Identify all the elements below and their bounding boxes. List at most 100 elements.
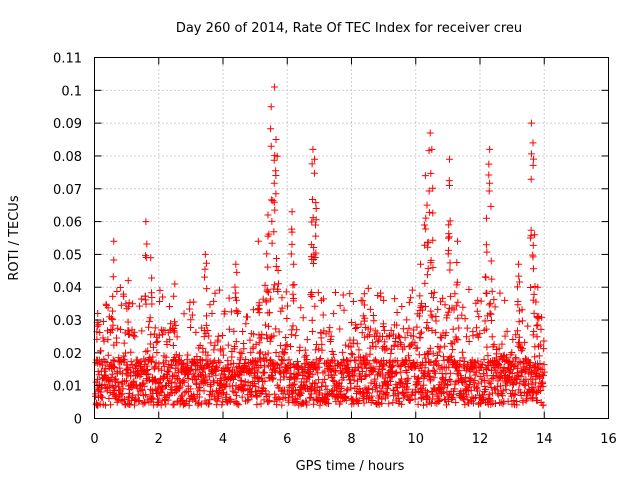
data-point <box>272 190 280 198</box>
data-point <box>423 271 431 279</box>
plus-marker <box>146 314 154 322</box>
data-point <box>241 378 249 386</box>
data-point <box>487 317 495 325</box>
plus-marker <box>134 391 142 399</box>
data-point <box>416 292 424 300</box>
plus-marker <box>540 361 548 369</box>
plus-marker <box>267 295 275 303</box>
plus-marker <box>312 232 320 240</box>
plus-marker <box>128 361 136 369</box>
plus-marker <box>223 390 231 398</box>
plus-marker <box>167 389 175 397</box>
data-point <box>533 333 541 341</box>
data-point <box>421 279 429 287</box>
data-point <box>217 377 225 384</box>
data-point <box>203 379 211 387</box>
data-point <box>144 347 152 355</box>
plus-marker <box>293 326 301 334</box>
data-point <box>164 396 172 404</box>
plus-marker <box>276 364 284 372</box>
plus-marker <box>354 377 362 385</box>
data-point <box>282 288 290 296</box>
plus-marker <box>485 171 493 179</box>
data-point <box>261 321 269 329</box>
plus-marker <box>98 393 106 401</box>
plus-marker <box>530 327 538 335</box>
plus-marker <box>483 248 491 256</box>
plus-marker <box>347 343 355 351</box>
data-point <box>487 310 495 318</box>
data-point <box>239 327 247 335</box>
data-point <box>515 260 523 268</box>
plus-marker <box>453 259 461 267</box>
plus-marker <box>150 401 158 409</box>
data-point <box>515 272 523 280</box>
plus-marker <box>529 161 537 169</box>
plus-marker <box>481 273 489 281</box>
plus-marker <box>309 260 317 268</box>
data-point <box>109 273 117 281</box>
plus-marker <box>514 327 522 335</box>
plus-marker <box>169 341 177 349</box>
data-point <box>199 357 207 365</box>
plus-marker <box>422 214 430 222</box>
plus-marker <box>529 241 537 249</box>
data-point <box>205 400 213 408</box>
data-point <box>256 354 264 362</box>
data-point <box>521 382 529 390</box>
y-tick-label: 0.09 <box>53 117 82 132</box>
data-point <box>297 304 305 312</box>
data-point <box>155 331 163 339</box>
data-point <box>107 401 115 409</box>
data-point <box>302 397 310 405</box>
plus-marker <box>215 357 223 365</box>
data-point <box>422 225 430 233</box>
plus-marker <box>315 376 323 384</box>
data-point <box>413 323 421 331</box>
data-point <box>122 370 130 378</box>
plus-marker <box>225 294 233 302</box>
plus-marker <box>332 368 340 376</box>
data-point <box>105 394 113 402</box>
data-point <box>272 263 280 271</box>
plus-marker <box>487 202 495 210</box>
data-point <box>327 332 335 340</box>
plus-marker <box>387 350 395 358</box>
plus-marker <box>120 352 128 360</box>
plus-marker <box>482 214 490 222</box>
plus-marker <box>272 136 280 144</box>
plus-marker <box>312 221 320 229</box>
plus-marker <box>238 350 246 358</box>
plus-marker <box>232 392 240 400</box>
plus-marker <box>496 289 504 297</box>
plus-marker <box>336 302 344 310</box>
data-point <box>360 301 368 309</box>
data-point <box>120 352 128 360</box>
plus-marker <box>186 305 194 313</box>
data-point <box>486 299 494 307</box>
plus-marker <box>360 399 368 407</box>
plus-marker <box>148 300 156 308</box>
data-point <box>361 372 369 380</box>
plus-marker <box>289 290 297 298</box>
plus-marker <box>111 364 119 372</box>
data-point <box>280 356 288 364</box>
data-point <box>104 327 112 335</box>
plus-marker <box>201 273 209 281</box>
plus-marker <box>94 376 102 384</box>
plus-marker <box>449 346 457 354</box>
plus-marker <box>110 256 118 264</box>
plus-marker <box>274 266 282 274</box>
plus-marker <box>531 231 539 239</box>
plus-marker <box>258 330 266 338</box>
plus-marker <box>515 272 523 280</box>
data-point <box>270 83 278 91</box>
data-point <box>262 298 270 306</box>
data-point <box>360 290 368 298</box>
plus-marker <box>212 362 220 370</box>
plus-marker <box>435 348 443 356</box>
data-point <box>174 375 182 383</box>
plus-marker <box>529 139 537 147</box>
data-point <box>252 340 260 348</box>
plus-marker <box>429 294 437 302</box>
